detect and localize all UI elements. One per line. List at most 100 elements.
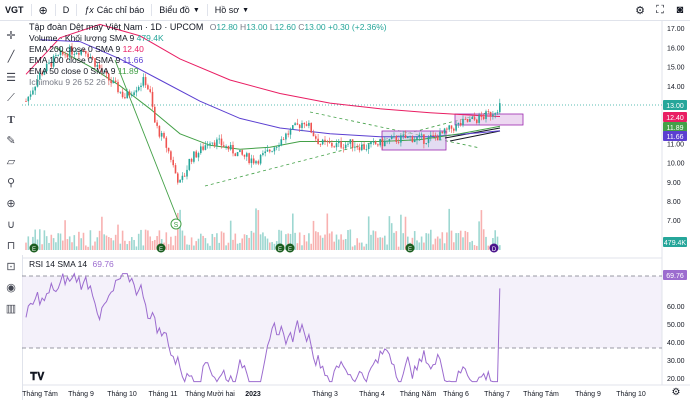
volume-bar bbox=[499, 245, 501, 250]
earnings-marker[interactable] bbox=[275, 243, 285, 253]
forecast-tool[interactable]: ⚲ bbox=[0, 172, 22, 193]
hide-tool[interactable]: ◉ bbox=[0, 277, 22, 298]
candle-body bbox=[312, 132, 315, 137]
delete-tool[interactable]: ▥ bbox=[0, 298, 22, 319]
candle-body bbox=[149, 89, 151, 92]
candle-body bbox=[172, 159, 174, 166]
candle-body bbox=[41, 73, 43, 75]
volume-bar bbox=[434, 238, 437, 250]
volume-bar bbox=[397, 246, 400, 250]
volume-bar bbox=[441, 232, 444, 250]
candle-body bbox=[229, 144, 232, 150]
fullscreen-button[interactable]: ⛶ bbox=[650, 0, 670, 20]
volume-bar bbox=[165, 232, 168, 250]
earnings-marker[interactable] bbox=[285, 243, 295, 253]
candle-body bbox=[195, 151, 197, 158]
time-tick: Tháng Tám bbox=[523, 391, 559, 398]
volume-bar bbox=[367, 216, 370, 250]
lock-drawings-tool[interactable]: ⊡ bbox=[0, 256, 22, 277]
candle-body bbox=[386, 140, 388, 142]
symbol-button[interactable]: VGT bbox=[5, 5, 24, 15]
trend-line-tool[interactable]: ╱ bbox=[0, 46, 22, 67]
candle-body bbox=[59, 51, 62, 55]
volume-bar bbox=[73, 235, 76, 250]
candle-body bbox=[494, 113, 496, 115]
eye-off-icon[interactable]: ◌ bbox=[107, 77, 113, 87]
candle-body bbox=[158, 125, 161, 137]
indicator-ichimoku[interactable]: Ichimoku 9 26 52 26 ◌ bbox=[29, 77, 387, 88]
plus-circle-icon: ⊕ bbox=[38, 4, 48, 17]
candle-body bbox=[338, 141, 340, 144]
volume-bar bbox=[225, 245, 227, 250]
candle-body bbox=[367, 144, 370, 150]
indicator-ema200[interactable]: EMA 200 close 0 SMA 9 12.40 bbox=[29, 44, 387, 55]
indicator-ema50[interactable]: EMA 50 close 0 SMA 9 11.89 bbox=[29, 66, 387, 77]
interval-button[interactable]: D bbox=[62, 5, 70, 15]
volume-bar bbox=[50, 234, 53, 250]
lock-tool[interactable]: ⊓ bbox=[0, 235, 22, 256]
rsi-legend[interactable]: RSI 14 SMA 14 69.76 bbox=[29, 259, 114, 269]
candlesticks[interactable] bbox=[25, 42, 501, 185]
indicators-button[interactable]: ƒx Các chỉ báo bbox=[79, 0, 149, 20]
candle-body bbox=[241, 150, 243, 155]
candle-body bbox=[413, 139, 416, 143]
price-pane[interactable] bbox=[22, 21, 662, 255]
snapshot-button[interactable]: ◙ bbox=[670, 0, 690, 20]
candle-body bbox=[285, 133, 287, 140]
candle-body bbox=[48, 62, 50, 64]
volume-bar bbox=[432, 244, 434, 250]
candle-body bbox=[384, 140, 386, 147]
volume-bar bbox=[335, 234, 338, 250]
candle-body bbox=[257, 161, 260, 164]
text-icon: T bbox=[7, 113, 15, 126]
measure-tool[interactable]: ▱ bbox=[0, 151, 22, 172]
profile-button[interactable]: Hồ sơ ▼ bbox=[210, 0, 254, 20]
candle-body bbox=[409, 136, 411, 138]
candle-body bbox=[347, 143, 349, 145]
price-badge-label: 12.40 bbox=[666, 115, 684, 122]
candle-body bbox=[321, 139, 324, 145]
close-label: C bbox=[298, 22, 305, 32]
volume-bar bbox=[381, 237, 384, 250]
magnet-tool[interactable]: ∪ bbox=[0, 214, 22, 235]
candle-body bbox=[234, 153, 237, 157]
earnings-marker[interactable] bbox=[489, 243, 499, 253]
earnings-marker[interactable] bbox=[405, 243, 415, 253]
indicator-ema100[interactable]: EMA 100 close 0 SMA 9 11.66 bbox=[29, 55, 387, 66]
chevron-down-icon: ▼ bbox=[242, 6, 250, 14]
volume-bar bbox=[193, 245, 195, 250]
compare-add-button[interactable]: ⊕ bbox=[34, 0, 53, 20]
crosshair-tool[interactable]: ✛ bbox=[0, 25, 22, 46]
volume-bar bbox=[303, 234, 306, 250]
candle-body bbox=[356, 146, 358, 148]
candle-body bbox=[326, 141, 329, 143]
brush-tool[interactable]: ✎ bbox=[0, 130, 22, 151]
earnings-marker[interactable] bbox=[156, 243, 166, 253]
settings-button[interactable]: ⚙ bbox=[630, 0, 650, 20]
zoom-tool[interactable]: ⊕ bbox=[0, 193, 22, 214]
marker-s[interactable] bbox=[170, 218, 182, 230]
low-label: L bbox=[269, 22, 275, 32]
lock-icon: ⊓ bbox=[6, 240, 16, 252]
rsi-axis[interactable]: 69.76 60.00 50.00 40.00 30.00 20.00 bbox=[663, 270, 687, 383]
indicator-volume[interactable]: Volume · Khối lượng SMA 9 479.4K bbox=[29, 33, 387, 44]
earnings-marker[interactable] bbox=[29, 243, 39, 253]
candle-body bbox=[89, 57, 92, 58]
text-tool[interactable]: T bbox=[0, 109, 22, 130]
symbol-title[interactable]: Tập đoàn Dệt may Việt Nam · 1D · UPCOM bbox=[29, 22, 204, 32]
time-axis[interactable]: Tháng Tám Tháng 9 Tháng 10 Tháng 11 Tháng Mư… bbox=[22, 391, 646, 398]
time-tick: Tháng Tám bbox=[22, 391, 58, 398]
candle-body bbox=[213, 142, 216, 146]
chart-type-button[interactable]: Biểu đồ ▼ bbox=[154, 0, 204, 20]
volume-bar bbox=[218, 242, 220, 250]
timezone-gear-icon[interactable]: ⚙ bbox=[672, 387, 681, 398]
pattern-tool[interactable]: ⟋ bbox=[0, 88, 22, 109]
candle-body bbox=[133, 92, 135, 96]
candle-body bbox=[397, 141, 400, 143]
candle-body bbox=[209, 143, 211, 145]
fib-tool[interactable]: ☰ bbox=[0, 67, 22, 88]
channel-line bbox=[449, 130, 501, 142]
candle-body bbox=[225, 146, 227, 147]
